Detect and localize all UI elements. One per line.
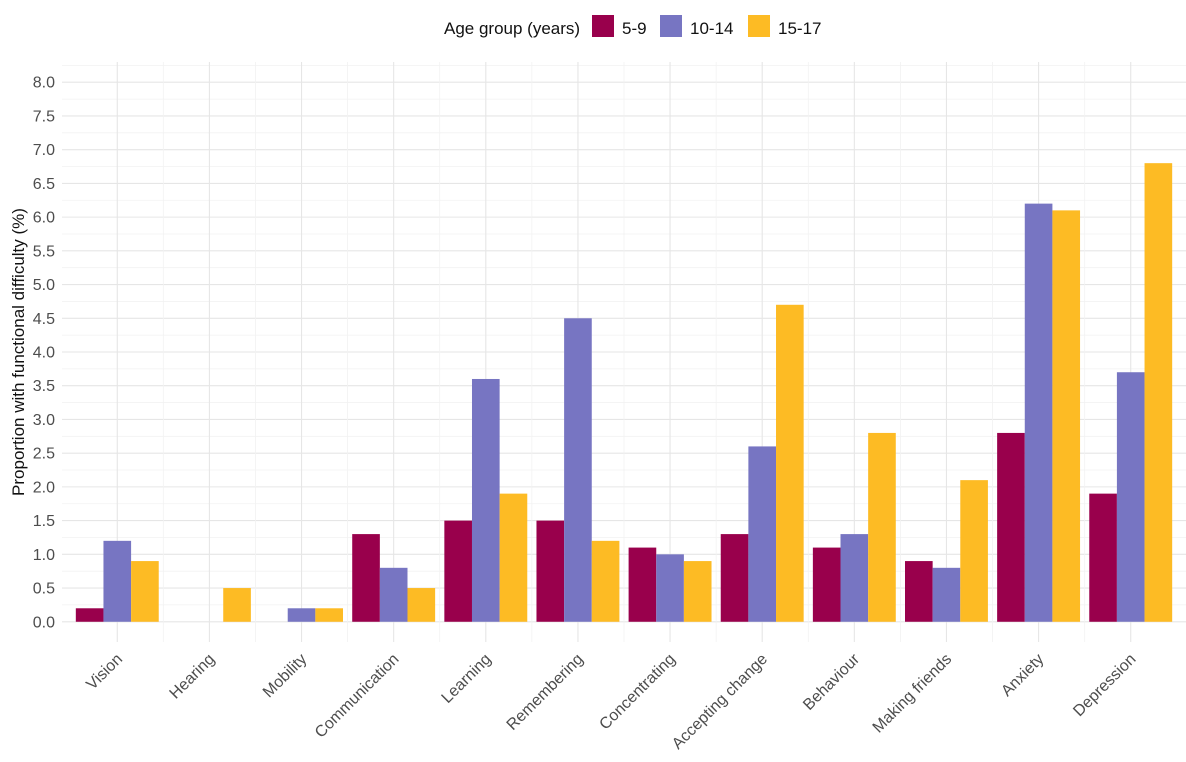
- bar: [352, 534, 380, 622]
- x-tick-label: Remembering: [504, 651, 587, 734]
- bar: [379, 567, 408, 622]
- y-tick-label: 0.5: [33, 581, 55, 598]
- y-tick-label: 6.0: [33, 210, 55, 227]
- legend-swatch: [592, 15, 614, 37]
- bar: [223, 588, 251, 622]
- bar: [628, 547, 657, 622]
- y-tick-label: 1.0: [33, 547, 55, 564]
- bar: [536, 520, 565, 622]
- bar: [776, 304, 804, 622]
- bar: [1144, 163, 1173, 622]
- legend: Age group (years) 5-9 10-14 15-17: [444, 15, 821, 38]
- x-tick-label: Making friends: [870, 651, 956, 737]
- bar: [656, 554, 684, 622]
- legend-title: Age group (years): [444, 19, 580, 38]
- legend-swatch: [748, 15, 770, 37]
- y-tick-label: 0.0: [33, 614, 55, 631]
- bar: [905, 561, 933, 622]
- x-tick-label: Vision: [83, 651, 126, 694]
- bar: [720, 534, 749, 622]
- bar: [683, 561, 712, 622]
- bar: [103, 540, 132, 622]
- bar: [1089, 493, 1117, 622]
- x-tick-label: Anxiety: [998, 651, 1047, 700]
- legend-swatch: [660, 15, 682, 37]
- bar: [564, 318, 592, 622]
- x-axis-ticks: Vision Hearing Mobility Communication Learni…: [83, 650, 1139, 752]
- bar: [812, 547, 841, 622]
- y-tick-label: 5.5: [33, 243, 55, 260]
- grid-lines: [62, 62, 1186, 642]
- bars: [75, 163, 1173, 622]
- bar: [131, 561, 159, 622]
- bar: [1052, 210, 1081, 622]
- y-tick-label: 2.0: [33, 479, 55, 496]
- x-tick-label: Accepting change: [669, 651, 771, 753]
- y-tick-label: 7.5: [33, 108, 55, 125]
- bar: [75, 608, 104, 622]
- x-tick-label: Communication: [312, 651, 403, 742]
- bar: [748, 446, 777, 622]
- x-tick-label: Depression: [1070, 651, 1139, 720]
- bar: [840, 534, 869, 622]
- y-tick-label: 1.5: [33, 513, 55, 530]
- y-tick-label: 8.0: [33, 75, 55, 92]
- y-tick-label: 2.5: [33, 446, 55, 463]
- bar: [315, 608, 343, 622]
- bar: [287, 608, 316, 622]
- bar: [960, 480, 988, 622]
- y-axis-ticks: 0.0 0.5 1.0 1.5 2.0 2.5 3.0 3.5 4.0 4.5 5.0 5.5 6.0 6…: [33, 75, 55, 632]
- legend-label: 5-9: [622, 19, 647, 38]
- bar: [444, 520, 472, 622]
- bar: [471, 378, 500, 622]
- x-tick-label: Concentrating: [596, 651, 678, 733]
- bar: [1116, 372, 1145, 622]
- bar: [1024, 203, 1053, 622]
- bar: [499, 493, 528, 622]
- y-tick-label: 4.5: [33, 311, 55, 328]
- x-tick-label: Learning: [439, 651, 495, 707]
- bar: [591, 540, 620, 622]
- y-tick-label: 3.0: [33, 412, 55, 429]
- x-tick-label: Behaviour: [800, 650, 863, 713]
- y-tick-label: 5.0: [33, 277, 55, 294]
- x-tick-label: Hearing: [167, 651, 219, 703]
- bar: [407, 588, 436, 622]
- y-tick-label: 4.0: [33, 345, 55, 362]
- bar: [932, 567, 961, 622]
- y-tick-label: 7.0: [33, 142, 55, 159]
- y-tick-label: 6.5: [33, 176, 55, 193]
- legend-label: 15-17: [778, 19, 821, 38]
- legend-label: 10-14: [690, 19, 733, 38]
- y-tick-label: 3.5: [33, 378, 55, 395]
- y-axis-label: Proportion with functional difficulty (%…: [9, 208, 28, 496]
- bar: [997, 432, 1025, 622]
- x-tick-label: Mobility: [260, 651, 310, 701]
- bar: [868, 432, 896, 622]
